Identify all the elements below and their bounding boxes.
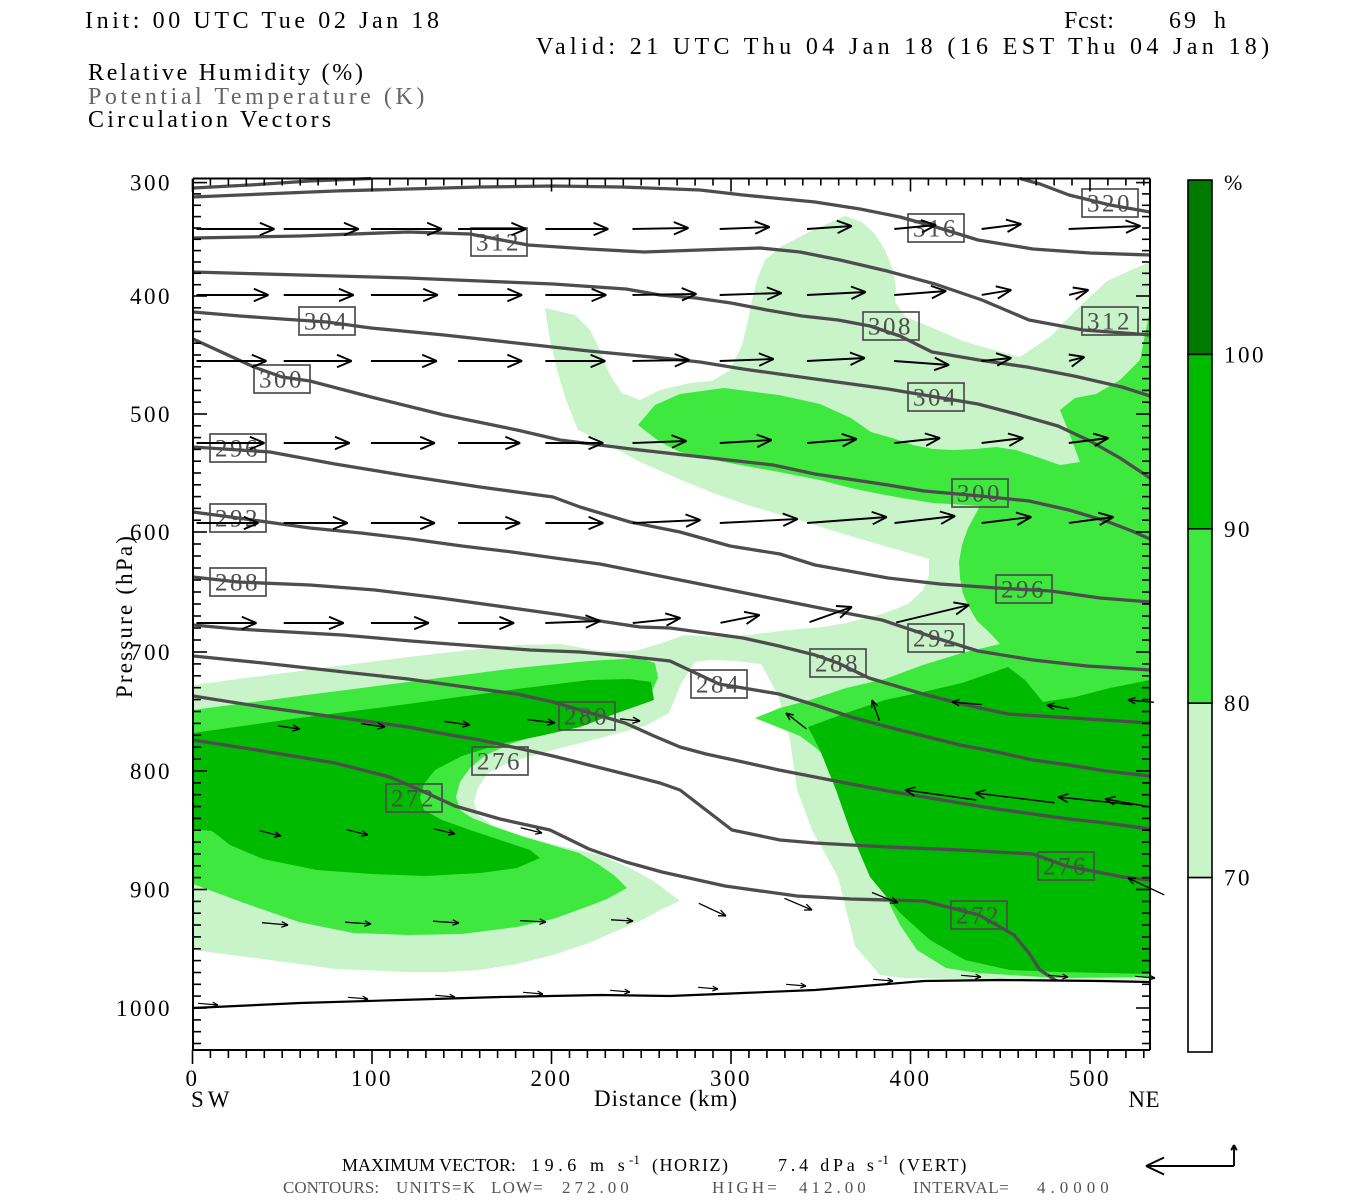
svg-text:296: 296 bbox=[215, 436, 260, 463]
svg-text:400: 400 bbox=[130, 284, 172, 309]
svg-text:100: 100 bbox=[1224, 342, 1266, 367]
svg-text:Init: 00 UTC Tue 02 Jan 18: Init: 00 UTC Tue 02 Jan 18 bbox=[85, 8, 443, 34]
svg-text:412.00: 412.00 bbox=[799, 1178, 870, 1197]
svg-text:7.4 dPa s: 7.4 dPa s bbox=[778, 1155, 878, 1175]
svg-text:320: 320 bbox=[1087, 191, 1132, 218]
svg-text:800: 800 bbox=[130, 759, 172, 784]
svg-text:MAXIMUM VECTOR:: MAXIMUM VECTOR: bbox=[342, 1155, 516, 1175]
svg-text:h: h bbox=[1214, 8, 1226, 34]
svg-text:69: 69 bbox=[1169, 8, 1199, 34]
svg-text:INTERVAL=: INTERVAL= bbox=[913, 1178, 1009, 1197]
svg-text:19.6 m s: 19.6 m s bbox=[531, 1155, 629, 1175]
svg-text:292: 292 bbox=[215, 506, 260, 533]
svg-text:(HORIZ): (HORIZ) bbox=[652, 1155, 729, 1176]
svg-text:300: 300 bbox=[710, 1066, 752, 1091]
svg-text:100: 100 bbox=[351, 1066, 393, 1091]
svg-text:292: 292 bbox=[913, 626, 958, 653]
svg-text:272.00: 272.00 bbox=[562, 1178, 633, 1197]
svg-text:284: 284 bbox=[696, 672, 741, 699]
svg-text:80: 80 bbox=[1224, 691, 1252, 716]
svg-text:272: 272 bbox=[956, 903, 1001, 930]
svg-text:SW: SW bbox=[191, 1087, 234, 1112]
svg-text:70: 70 bbox=[1224, 866, 1252, 891]
svg-text:300: 300 bbox=[130, 171, 172, 196]
svg-text:400: 400 bbox=[890, 1066, 932, 1091]
svg-text:500: 500 bbox=[130, 402, 172, 427]
svg-text:LOW=: LOW= bbox=[491, 1178, 544, 1197]
svg-text:300: 300 bbox=[957, 481, 1002, 508]
svg-text:304: 304 bbox=[304, 309, 349, 336]
svg-text:316: 316 bbox=[913, 216, 958, 243]
svg-text:296: 296 bbox=[1001, 577, 1046, 604]
svg-text:1000: 1000 bbox=[116, 996, 172, 1021]
svg-text:500: 500 bbox=[1069, 1066, 1111, 1091]
svg-text:Valid: 21 UTC Thu 04 Jan 18 (1: Valid: 21 UTC Thu 04 Jan 18 (16 EST Thu … bbox=[536, 34, 1273, 60]
svg-text:UNITS=K: UNITS=K bbox=[396, 1178, 476, 1197]
svg-text:300: 300 bbox=[259, 367, 304, 394]
svg-text:308: 308 bbox=[868, 314, 913, 341]
svg-text:-1: -1 bbox=[629, 1152, 640, 1167]
svg-text:4.0000: 4.0000 bbox=[1037, 1178, 1114, 1197]
svg-text:%: % bbox=[1224, 170, 1242, 195]
svg-text:272: 272 bbox=[391, 786, 436, 813]
svg-text:312: 312 bbox=[476, 230, 521, 257]
svg-text:Distance (km): Distance (km) bbox=[594, 1086, 738, 1111]
svg-text:Relative Humidity (%): Relative Humidity (%) bbox=[88, 60, 366, 86]
svg-text:Circulation Vectors: Circulation Vectors bbox=[88, 107, 334, 133]
svg-text:HIGH=: HIGH= bbox=[712, 1178, 780, 1197]
svg-text:CONTOURS:: CONTOURS: bbox=[283, 1178, 379, 1197]
svg-text:312: 312 bbox=[1087, 309, 1132, 336]
svg-text:0: 0 bbox=[186, 1066, 200, 1091]
svg-text:288: 288 bbox=[815, 651, 860, 678]
svg-text:288: 288 bbox=[215, 570, 260, 597]
svg-text:90: 90 bbox=[1224, 517, 1252, 542]
svg-text:Pressure (hPa): Pressure (hPa) bbox=[112, 534, 137, 698]
svg-text:280: 280 bbox=[564, 704, 609, 731]
svg-text:-1: -1 bbox=[878, 1152, 889, 1167]
svg-text:304: 304 bbox=[913, 385, 958, 412]
svg-text:(VERT): (VERT) bbox=[899, 1155, 968, 1176]
svg-text:700: 700 bbox=[130, 640, 172, 665]
svg-text:Fcst:: Fcst: bbox=[1064, 8, 1115, 34]
svg-text:600: 600 bbox=[130, 520, 172, 545]
svg-text:276: 276 bbox=[477, 749, 522, 776]
svg-text:NE: NE bbox=[1128, 1087, 1160, 1112]
svg-text:276: 276 bbox=[1043, 854, 1088, 881]
svg-text:900: 900 bbox=[130, 878, 172, 903]
svg-text:200: 200 bbox=[531, 1066, 573, 1091]
svg-text:Potential Temperature (K): Potential Temperature (K) bbox=[88, 84, 428, 110]
